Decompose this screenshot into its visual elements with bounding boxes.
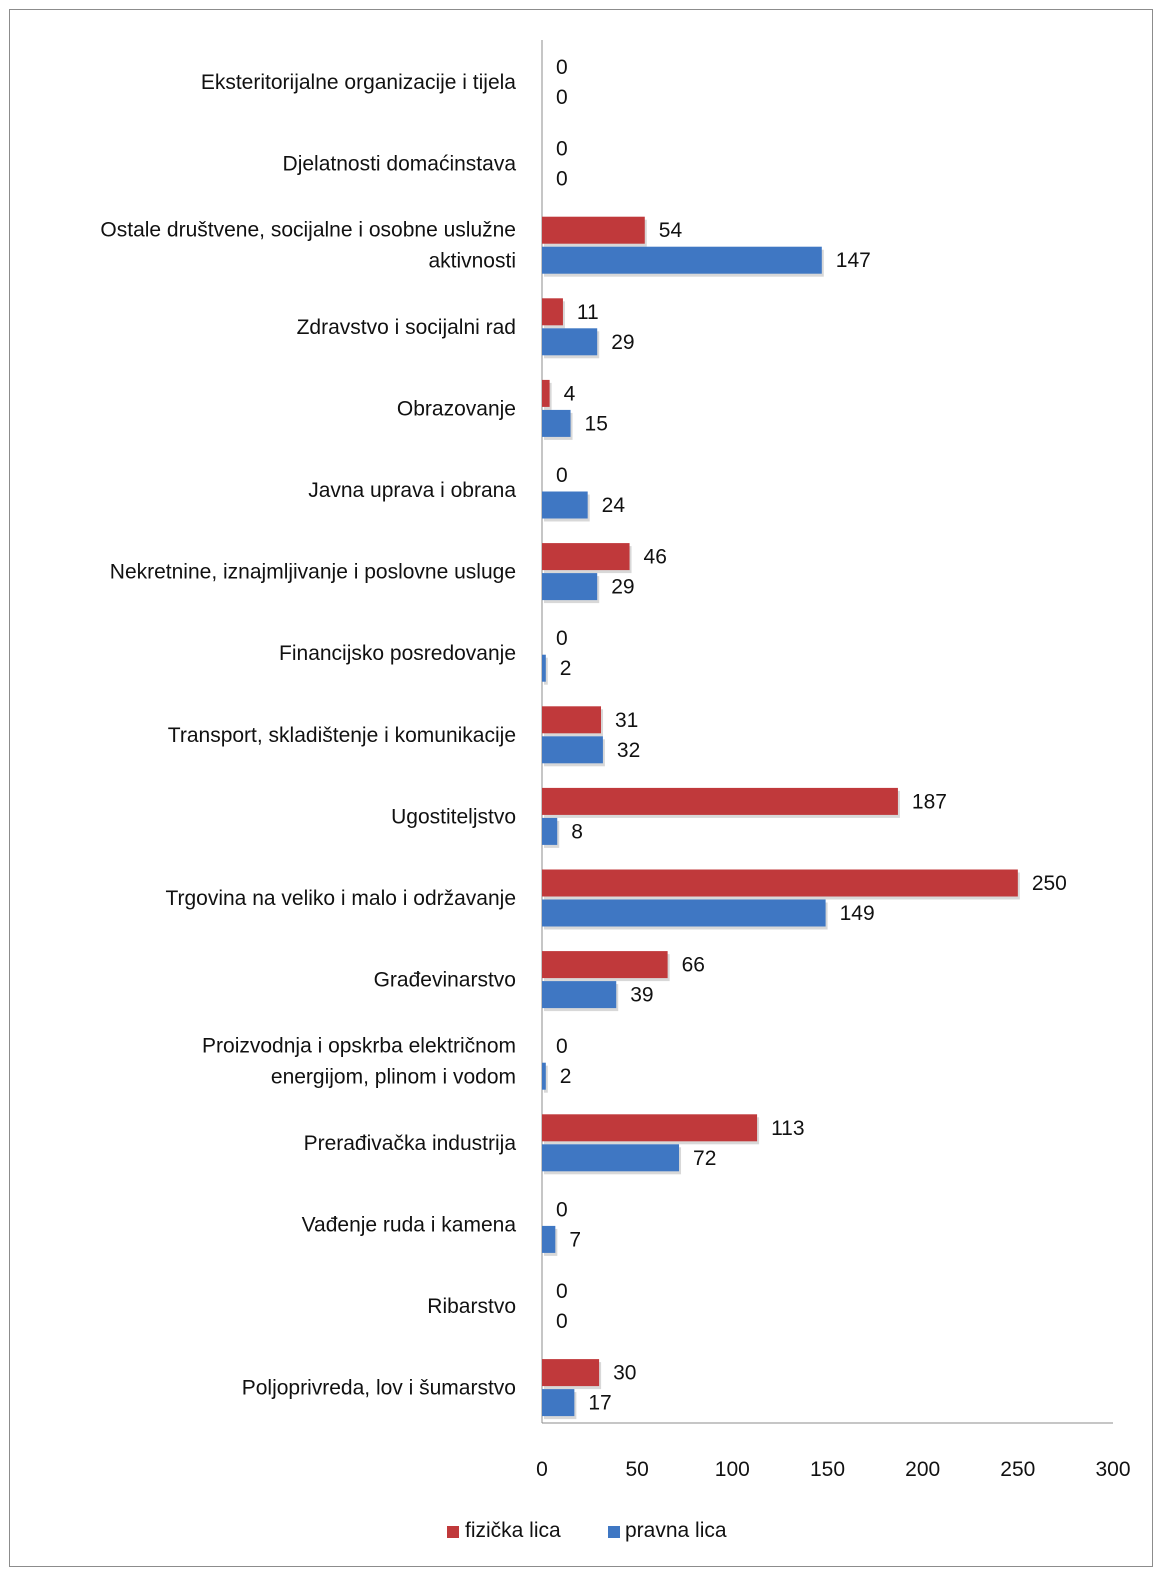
bar-fizicka-lica (542, 216, 645, 244)
data-label: 0 (556, 56, 568, 79)
data-label: 2 (560, 657, 572, 680)
category-label: Ugostiteljstvo (391, 805, 516, 828)
x-tick-label: 50 (625, 1458, 648, 1481)
data-label: 0 (556, 1198, 568, 1221)
data-label: 0 (556, 138, 568, 161)
data-label: 149 (840, 902, 875, 925)
bar-pravna-lica (542, 246, 822, 274)
bar-pravna-lica (542, 817, 558, 845)
x-tick-label: 150 (810, 1458, 845, 1481)
bar-pravna-lica (542, 328, 598, 356)
bar-fizicka-lica (542, 543, 630, 571)
data-label: 31 (615, 709, 638, 732)
data-label: 4 (564, 382, 576, 405)
bar-fizicka-lica (542, 379, 550, 407)
data-label: 250 (1032, 872, 1067, 895)
data-label: 29 (611, 576, 634, 599)
category-label: aktivnosti (428, 250, 516, 273)
data-label: 0 (556, 1310, 568, 1333)
data-label: 0 (556, 464, 568, 487)
data-label: 7 (569, 1228, 581, 1251)
data-label: 187 (912, 790, 947, 813)
category-label: Transport, skladištenje i komunikacije (168, 724, 516, 747)
category-label: energijom, plinom i vodom (271, 1066, 516, 1089)
category-label: Vađenje ruda i kamena (302, 1213, 517, 1236)
data-label: 0 (556, 168, 568, 191)
bar-pravna-lica (542, 1225, 556, 1253)
data-label: 39 (630, 984, 653, 1007)
bar-fizicka-lica (542, 1359, 600, 1387)
bar-fizicka-lica (542, 706, 602, 734)
bar-pravna-lica (542, 1389, 575, 1417)
category-label: Ostale društvene, socijalne i osobne usl… (100, 219, 516, 242)
data-label: 24 (602, 494, 626, 517)
category-label: Proizvodnja i opskrba električnom (202, 1035, 516, 1058)
category-label: Građevinarstvo (374, 969, 516, 992)
category-label: Financijsko posredovanje (279, 642, 516, 665)
bar-pravna-lica (542, 736, 603, 764)
bar-shadow (544, 1065, 548, 1093)
data-label: 46 (644, 546, 667, 569)
bar-fizicka-lica (542, 1114, 758, 1142)
data-label: 0 (556, 627, 568, 650)
x-tick-label: 250 (1000, 1458, 1035, 1481)
data-label: 66 (682, 954, 705, 977)
data-label: 0 (556, 86, 568, 109)
category-label: Nekretnine, iznajmljivanje i poslovne us… (110, 561, 516, 584)
category-label: Prerađivačka industrija (304, 1132, 517, 1155)
legend-label: pravna lica (625, 1519, 727, 1542)
bar-pravna-lica (542, 409, 571, 437)
bar-pravna-lica (542, 573, 598, 601)
bar-pravna-lica (542, 1062, 546, 1090)
category-label: Trgovina na veliko i malo i održavanje (165, 887, 516, 910)
bar-fizicka-lica (542, 951, 668, 979)
category-label: Zdravstvo i socijalni rad (297, 316, 516, 339)
category-label: Javna uprava i obrana (308, 479, 516, 502)
data-label: 8 (571, 820, 583, 843)
bar-shadow (544, 657, 548, 685)
legend-swatch-fizicka-lica (447, 1526, 459, 1538)
legend-swatch-pravna-lica (608, 1526, 620, 1538)
category-label: Poljoprivreda, lov i šumarstvo (242, 1377, 516, 1400)
bar-fizicka-lica (542, 298, 563, 326)
data-label: 30 (613, 1362, 636, 1385)
data-label: 113 (771, 1117, 804, 1140)
bar-fizicka-lica (542, 869, 1018, 897)
bar-pravna-lica (542, 1144, 680, 1172)
x-tick-label: 200 (905, 1458, 940, 1481)
data-label: 29 (611, 331, 634, 354)
data-label: 15 (585, 412, 608, 435)
category-label: Djelatnosti domaćinstava (283, 153, 517, 176)
bar-pravna-lica (542, 654, 546, 682)
data-label: 32 (617, 739, 640, 762)
data-label: 54 (659, 219, 683, 242)
data-label: 72 (693, 1147, 716, 1170)
bar-pravna-lica (542, 899, 826, 927)
data-label: 11 (577, 301, 599, 324)
category-label: Eksteritorijalne organizacije i tijela (201, 71, 516, 94)
category-label: Ribarstvo (427, 1295, 516, 1318)
data-label: 0 (556, 1280, 568, 1303)
data-label: 147 (836, 249, 871, 272)
x-tick-label: 300 (1095, 1458, 1130, 1481)
data-label: 17 (588, 1392, 611, 1415)
bar-pravna-lica (542, 491, 588, 519)
bar-fizicka-lica (542, 787, 898, 815)
category-label: Obrazovanje (397, 397, 516, 420)
legend-label: fizička lica (465, 1519, 561, 1542)
data-label: 2 (560, 1065, 572, 1088)
x-tick-label: 0 (536, 1458, 548, 1481)
data-label: 0 (556, 1035, 568, 1058)
x-tick-label: 100 (715, 1458, 750, 1481)
bar-pravna-lica (542, 981, 617, 1009)
